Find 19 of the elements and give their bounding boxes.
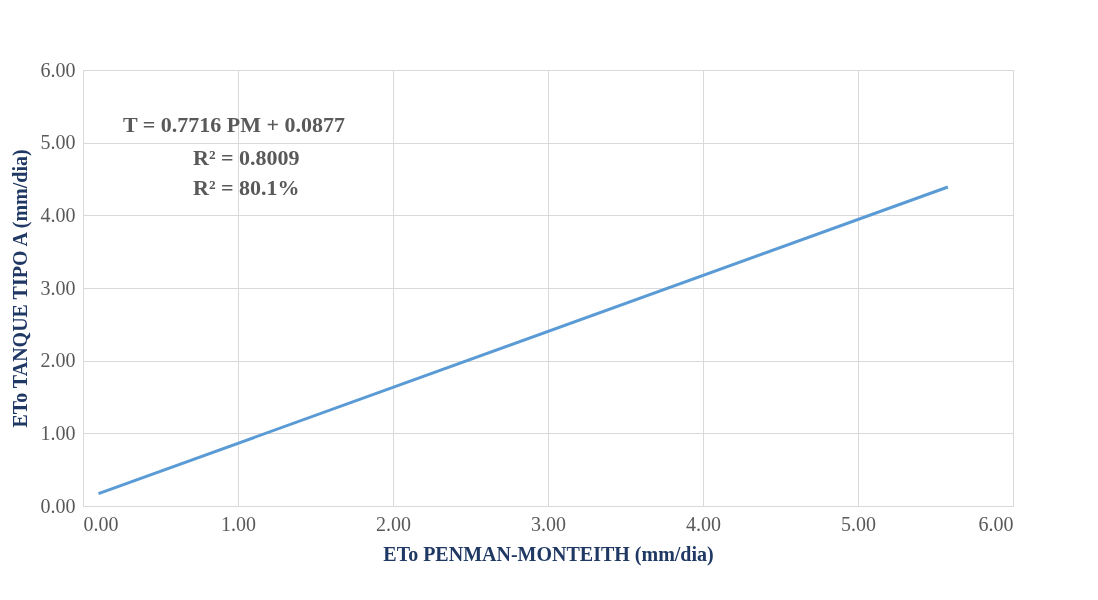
- y-axis-title: ETo TANQUE TIPO A (mm/dia): [8, 149, 32, 428]
- y-tick-label: 1.00: [40, 421, 76, 444]
- x-tick-label: 3.00: [531, 512, 566, 535]
- x-tick-label: 1.00: [221, 512, 256, 535]
- annotation: R² = 80.1%: [193, 175, 300, 200]
- x-tick-label: 4.00: [686, 512, 721, 535]
- y-tick-label: 2.00: [40, 349, 76, 372]
- y-tick-label: 0.00: [40, 494, 76, 517]
- y-tick-label: 5.00: [40, 131, 76, 154]
- y-tick-label: 3.00: [40, 276, 76, 299]
- x-tick-label: 2.00: [376, 512, 411, 535]
- x-axis-title: ETo PENMAN-MONTEITH (mm/dia): [383, 542, 714, 566]
- x-tick-label: 0.00: [83, 512, 119, 535]
- annotation: R² = 0.8009: [193, 145, 300, 170]
- annotation: T = 0.7716 PM + 0.0877: [123, 112, 346, 137]
- y-tick-label: 4.00: [40, 203, 76, 226]
- y-tick-label: 6.00: [40, 58, 76, 81]
- x-tick-label: 6.00: [978, 512, 1014, 535]
- x-tick-label: 5.00: [841, 512, 876, 535]
